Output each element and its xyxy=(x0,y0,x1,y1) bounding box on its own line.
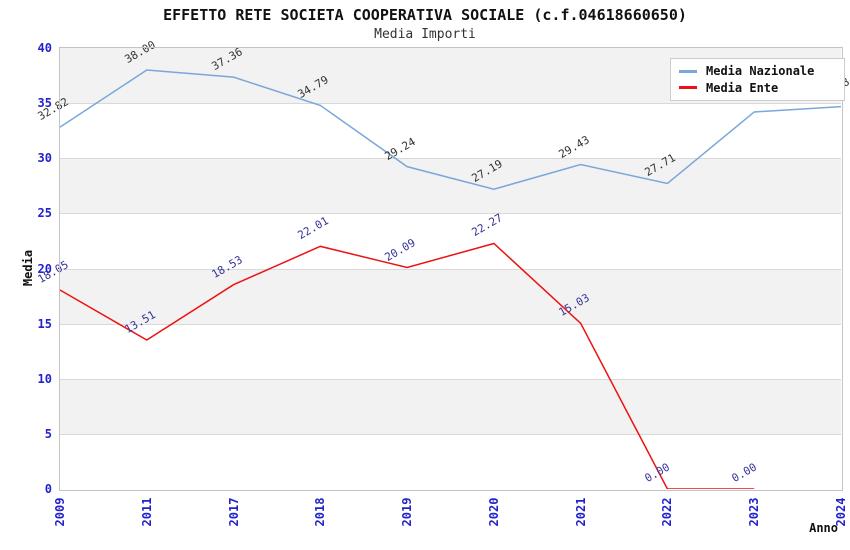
gridline xyxy=(60,213,841,215)
y-tick-label: 30 xyxy=(37,151,52,166)
x-tick-label: 2020 xyxy=(486,497,501,527)
x-tick-label: 2011 xyxy=(139,497,154,527)
legend-item-media-ente: Media Ente xyxy=(679,81,836,95)
chart-title: EFFETTO RETE SOCIETA COOPERATIVA SOCIALE… xyxy=(163,6,687,24)
series-lines xyxy=(59,69,842,489)
x-tick-label: 2022 xyxy=(660,497,675,527)
legend-line-swatch-red xyxy=(679,86,697,90)
y-tick-label: 15 xyxy=(37,316,52,331)
legend-item-media-nazionale: Media Nazionale xyxy=(679,64,836,78)
gridline xyxy=(60,378,841,380)
gridline xyxy=(60,103,841,105)
plot-band xyxy=(60,103,841,159)
gridline xyxy=(60,433,841,435)
x-tick-label: 2021 xyxy=(573,497,588,527)
y-tick-label: 5 xyxy=(44,426,52,441)
plot-band xyxy=(60,213,841,269)
x-tick-label: 2017 xyxy=(226,497,241,527)
x-tick-label: 2018 xyxy=(313,497,328,527)
plot-band xyxy=(60,433,841,489)
y-axis-title: Media xyxy=(21,249,35,287)
legend-label: Media Nazionale xyxy=(706,64,815,79)
chart-subtitle: Media Importi xyxy=(374,27,476,42)
x-tick-label: 2023 xyxy=(747,497,762,527)
x-tick-label: 2019 xyxy=(400,497,415,527)
legend-line-swatch-blue xyxy=(679,69,697,73)
x-tick-label: 2009 xyxy=(53,497,67,527)
gridline xyxy=(60,323,841,325)
plot-band xyxy=(60,268,841,324)
series-line-media-ente xyxy=(59,242,755,489)
x-axis-title: Anno xyxy=(809,521,838,535)
legend-label: Media Ente xyxy=(706,80,779,95)
plot-band xyxy=(60,158,841,214)
gridline xyxy=(60,158,841,160)
gridline xyxy=(60,268,841,270)
y-tick-label: 20 xyxy=(37,261,52,276)
y-tick-label: 25 xyxy=(37,206,52,221)
plot-band xyxy=(60,378,841,434)
y-tick-label: 40 xyxy=(37,41,52,55)
plot-band xyxy=(60,323,841,379)
legend: Media Nazionale Media Ente xyxy=(670,58,845,101)
y-tick-label: 10 xyxy=(37,371,52,386)
y-tick-label: 35 xyxy=(37,96,52,111)
y-tick-label: 0 xyxy=(44,482,52,496)
series-line-media-nazionale xyxy=(59,69,842,191)
